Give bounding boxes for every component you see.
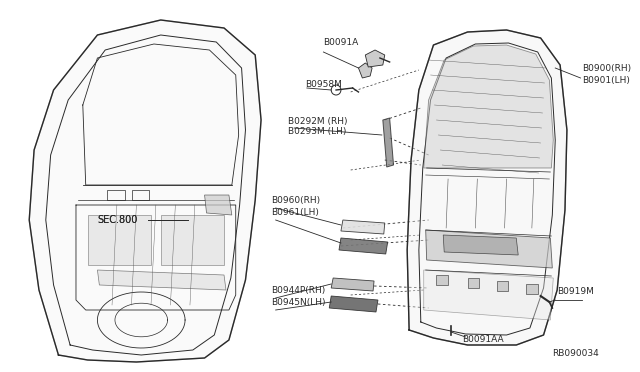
Polygon shape: [365, 50, 385, 67]
Polygon shape: [341, 220, 385, 234]
Polygon shape: [358, 63, 372, 78]
Text: B0901(LH): B0901(LH): [582, 76, 630, 84]
Text: B0960(RH): B0960(RH): [271, 196, 320, 205]
Polygon shape: [161, 215, 224, 265]
Polygon shape: [497, 281, 509, 291]
Text: B0945N(LH): B0945N(LH): [271, 298, 325, 307]
Polygon shape: [426, 230, 552, 268]
Text: RB090034: RB090034: [552, 349, 599, 358]
Text: B0091A: B0091A: [323, 38, 358, 46]
Polygon shape: [97, 270, 226, 290]
Polygon shape: [436, 275, 448, 285]
Text: B0293M (LH): B0293M (LH): [289, 126, 347, 135]
Polygon shape: [407, 30, 567, 345]
Polygon shape: [424, 270, 554, 320]
Polygon shape: [339, 238, 388, 254]
Polygon shape: [88, 215, 151, 265]
Text: SEC.800: SEC.800: [97, 215, 138, 225]
Polygon shape: [383, 118, 394, 167]
Polygon shape: [526, 284, 538, 294]
Polygon shape: [331, 278, 374, 291]
Polygon shape: [329, 296, 378, 312]
Text: B0944P(RH): B0944P(RH): [271, 285, 325, 295]
Text: B0961(LH): B0961(LH): [271, 208, 319, 217]
Text: B0091AA: B0091AA: [461, 336, 503, 344]
Text: SEC.800: SEC.800: [97, 215, 138, 225]
Polygon shape: [205, 195, 232, 215]
Text: B0958M: B0958M: [305, 80, 342, 89]
Polygon shape: [424, 45, 554, 168]
Text: B0292M (RH): B0292M (RH): [289, 116, 348, 125]
Polygon shape: [29, 20, 261, 362]
Text: B0919M: B0919M: [557, 288, 594, 296]
Polygon shape: [444, 235, 518, 255]
Polygon shape: [468, 278, 479, 288]
Text: B0900(RH): B0900(RH): [582, 64, 632, 73]
